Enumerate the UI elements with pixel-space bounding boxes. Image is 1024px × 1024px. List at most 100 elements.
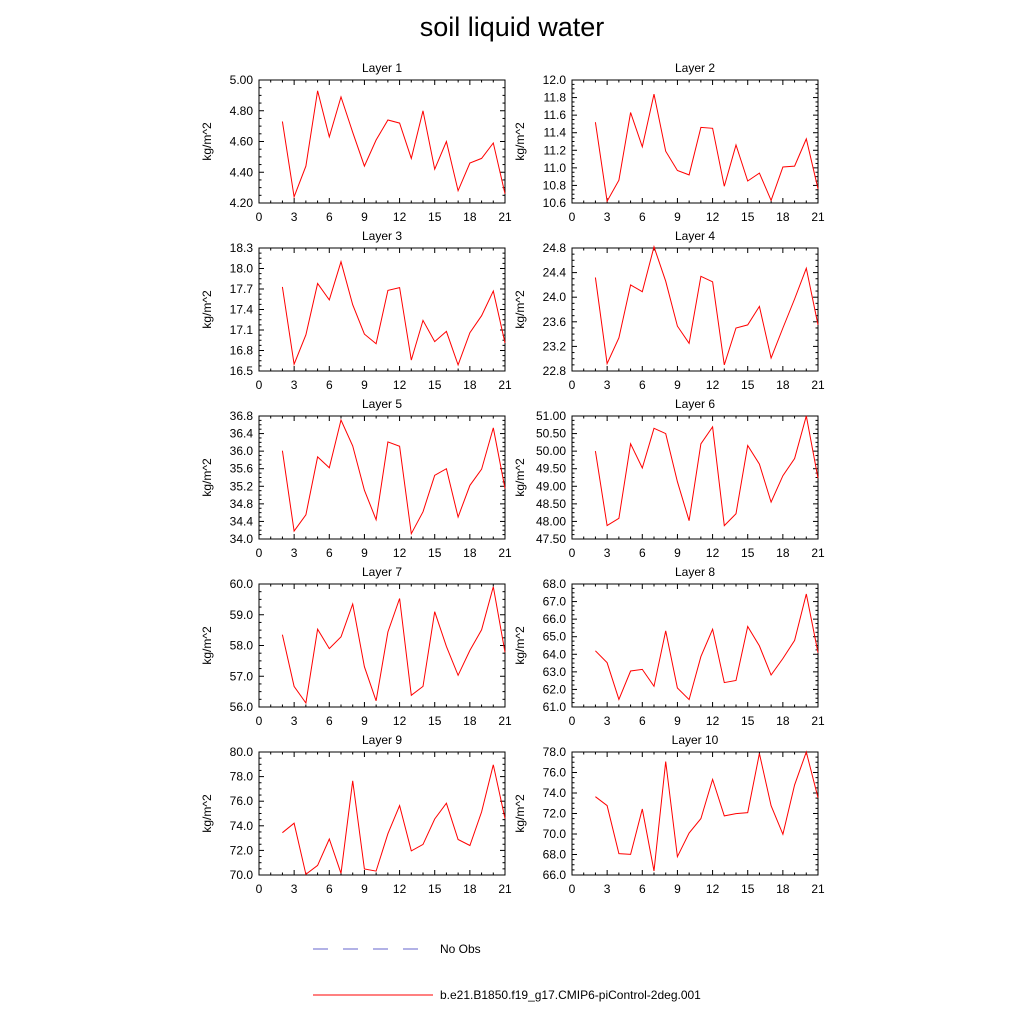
x-tick-label: 21 [498,882,512,896]
x-tick-label: 0 [256,210,263,224]
x-tick-label: 12 [706,210,720,224]
y-tick-label: 80.0 [230,745,254,759]
y-axis-label: kg/m^2 [200,794,214,833]
y-tick-label: 4.20 [230,196,254,210]
y-tick-label: 48.50 [536,497,566,511]
panel-5: Layer 5 kg/m^2 0 3 6 9 12 15 18 21 34.0 34.4 34.8 35.… [200,397,512,560]
y-tick-label: 17.1 [230,323,254,337]
x-tick-label: 3 [291,546,298,560]
y-tick-label: 35.2 [230,479,254,493]
y-tick-label: 57.0 [230,669,254,683]
y-tick-label: 51.00 [536,409,566,423]
y-tick-label: 36.8 [230,409,254,423]
panel-3: Layer 3 kg/m^2 0 3 6 9 12 15 18 21 16.5 16.8 17.1 17.… [200,229,512,392]
series-line [594,93,819,203]
x-tick-label: 18 [463,378,477,392]
y-tick-label: 35.6 [230,462,254,476]
x-tick-label: 21 [498,714,512,728]
y-tick-label: 12.0 [543,73,567,87]
x-tick-label: 3 [604,546,611,560]
y-tick-label: 66.0 [543,868,567,882]
x-tick-label: 15 [428,546,442,560]
y-tick-label: 36.0 [230,444,254,458]
x-tick-label: 21 [811,714,825,728]
x-tick-label: 18 [776,546,790,560]
x-tick-label: 6 [326,210,333,224]
x-tick-label: 21 [498,546,512,560]
series-line [281,418,506,536]
x-tick-label: 12 [706,546,720,560]
panel-6: Layer 6 kg/m^2 0 3 6 9 12 15 18 21 47.50 48.00 48.50… [513,397,825,560]
y-tick-label: 4.40 [230,165,254,179]
x-tick-label: 18 [463,882,477,896]
y-tick-label: 61.0 [543,700,567,714]
y-tick-label: 34.0 [230,532,254,546]
y-tick-label: 4.80 [230,104,254,118]
x-tick-label: 15 [741,378,755,392]
x-tick-label: 9 [674,714,681,728]
x-tick-label: 21 [811,378,825,392]
y-tick-label: 24.4 [543,266,567,280]
x-tick-label: 0 [256,882,263,896]
y-tick-label: 50.00 [536,444,566,458]
plot-frame [571,415,819,540]
x-tick-label: 3 [291,378,298,392]
y-tick-label: 72.0 [230,843,254,857]
y-tick-label: 65.0 [543,630,567,644]
y-tick-label: 23.6 [543,315,567,329]
y-tick-label: 11.6 [544,108,567,122]
y-tick-label: 74.0 [230,819,254,833]
y-tick-label: 68.0 [543,577,567,591]
y-tick-label: 76.0 [543,766,567,780]
x-tick-label: 9 [674,546,681,560]
x-tick-label: 3 [291,882,298,896]
x-tick-label: 9 [361,714,368,728]
x-tick-label: 0 [569,882,576,896]
x-tick-label: 3 [291,210,298,224]
x-tick-label: 21 [811,546,825,560]
y-tick-label: 49.50 [536,462,566,476]
x-tick-label: 15 [741,882,755,896]
x-tick-label: 12 [393,546,407,560]
panel-title: Layer 1 [362,61,402,75]
x-tick-label: 21 [498,210,512,224]
y-tick-label: 17.4 [230,303,254,317]
x-tick-label: 9 [674,378,681,392]
y-axis-label: kg/m^2 [513,794,527,833]
y-tick-label: 58.0 [230,639,254,653]
x-tick-label: 12 [393,378,407,392]
y-tick-label: 18.0 [230,262,254,276]
y-tick-label: 24.0 [543,290,567,304]
y-tick-label: 4.60 [230,135,254,149]
x-tick-label: 3 [604,378,611,392]
series-line [281,259,506,367]
y-tick-label: 60.0 [230,577,254,591]
x-tick-label: 15 [428,714,442,728]
y-tick-label: 11.2 [544,143,567,157]
x-tick-label: 21 [811,882,825,896]
y-tick-label: 62.0 [543,682,567,696]
y-tick-label: 66.0 [543,612,567,626]
x-tick-label: 6 [639,378,646,392]
x-tick-label: 15 [428,378,442,392]
y-axis-label: kg/m^2 [200,122,214,161]
panel-title: Layer 5 [362,397,402,411]
y-tick-label: 56.0 [230,700,254,714]
series-line [594,415,819,527]
y-tick-label: 22.8 [543,364,567,378]
x-tick-label: 6 [326,378,333,392]
plot-frame [258,751,506,876]
series-line [281,586,506,705]
y-tick-label: 36.4 [230,427,254,441]
x-tick-label: 6 [326,546,333,560]
series-line [595,593,819,701]
y-tick-label: 59.0 [230,608,254,622]
x-tick-label: 9 [361,546,368,560]
y-axis-label: kg/m^2 [513,626,527,665]
panel-2: Layer 2 kg/m^2 0 3 6 9 12 15 18 21 10.6 10.8 11.0 11.… [513,61,825,224]
x-tick-label: 0 [569,714,576,728]
plot-frame [258,79,506,204]
y-tick-label: 70.0 [543,827,567,841]
panel-7: Layer 7 kg/m^2 0 3 6 9 12 15 18 21 56.0 57.0 58.0 59.… [200,565,512,728]
y-tick-label: 76.0 [230,794,254,808]
